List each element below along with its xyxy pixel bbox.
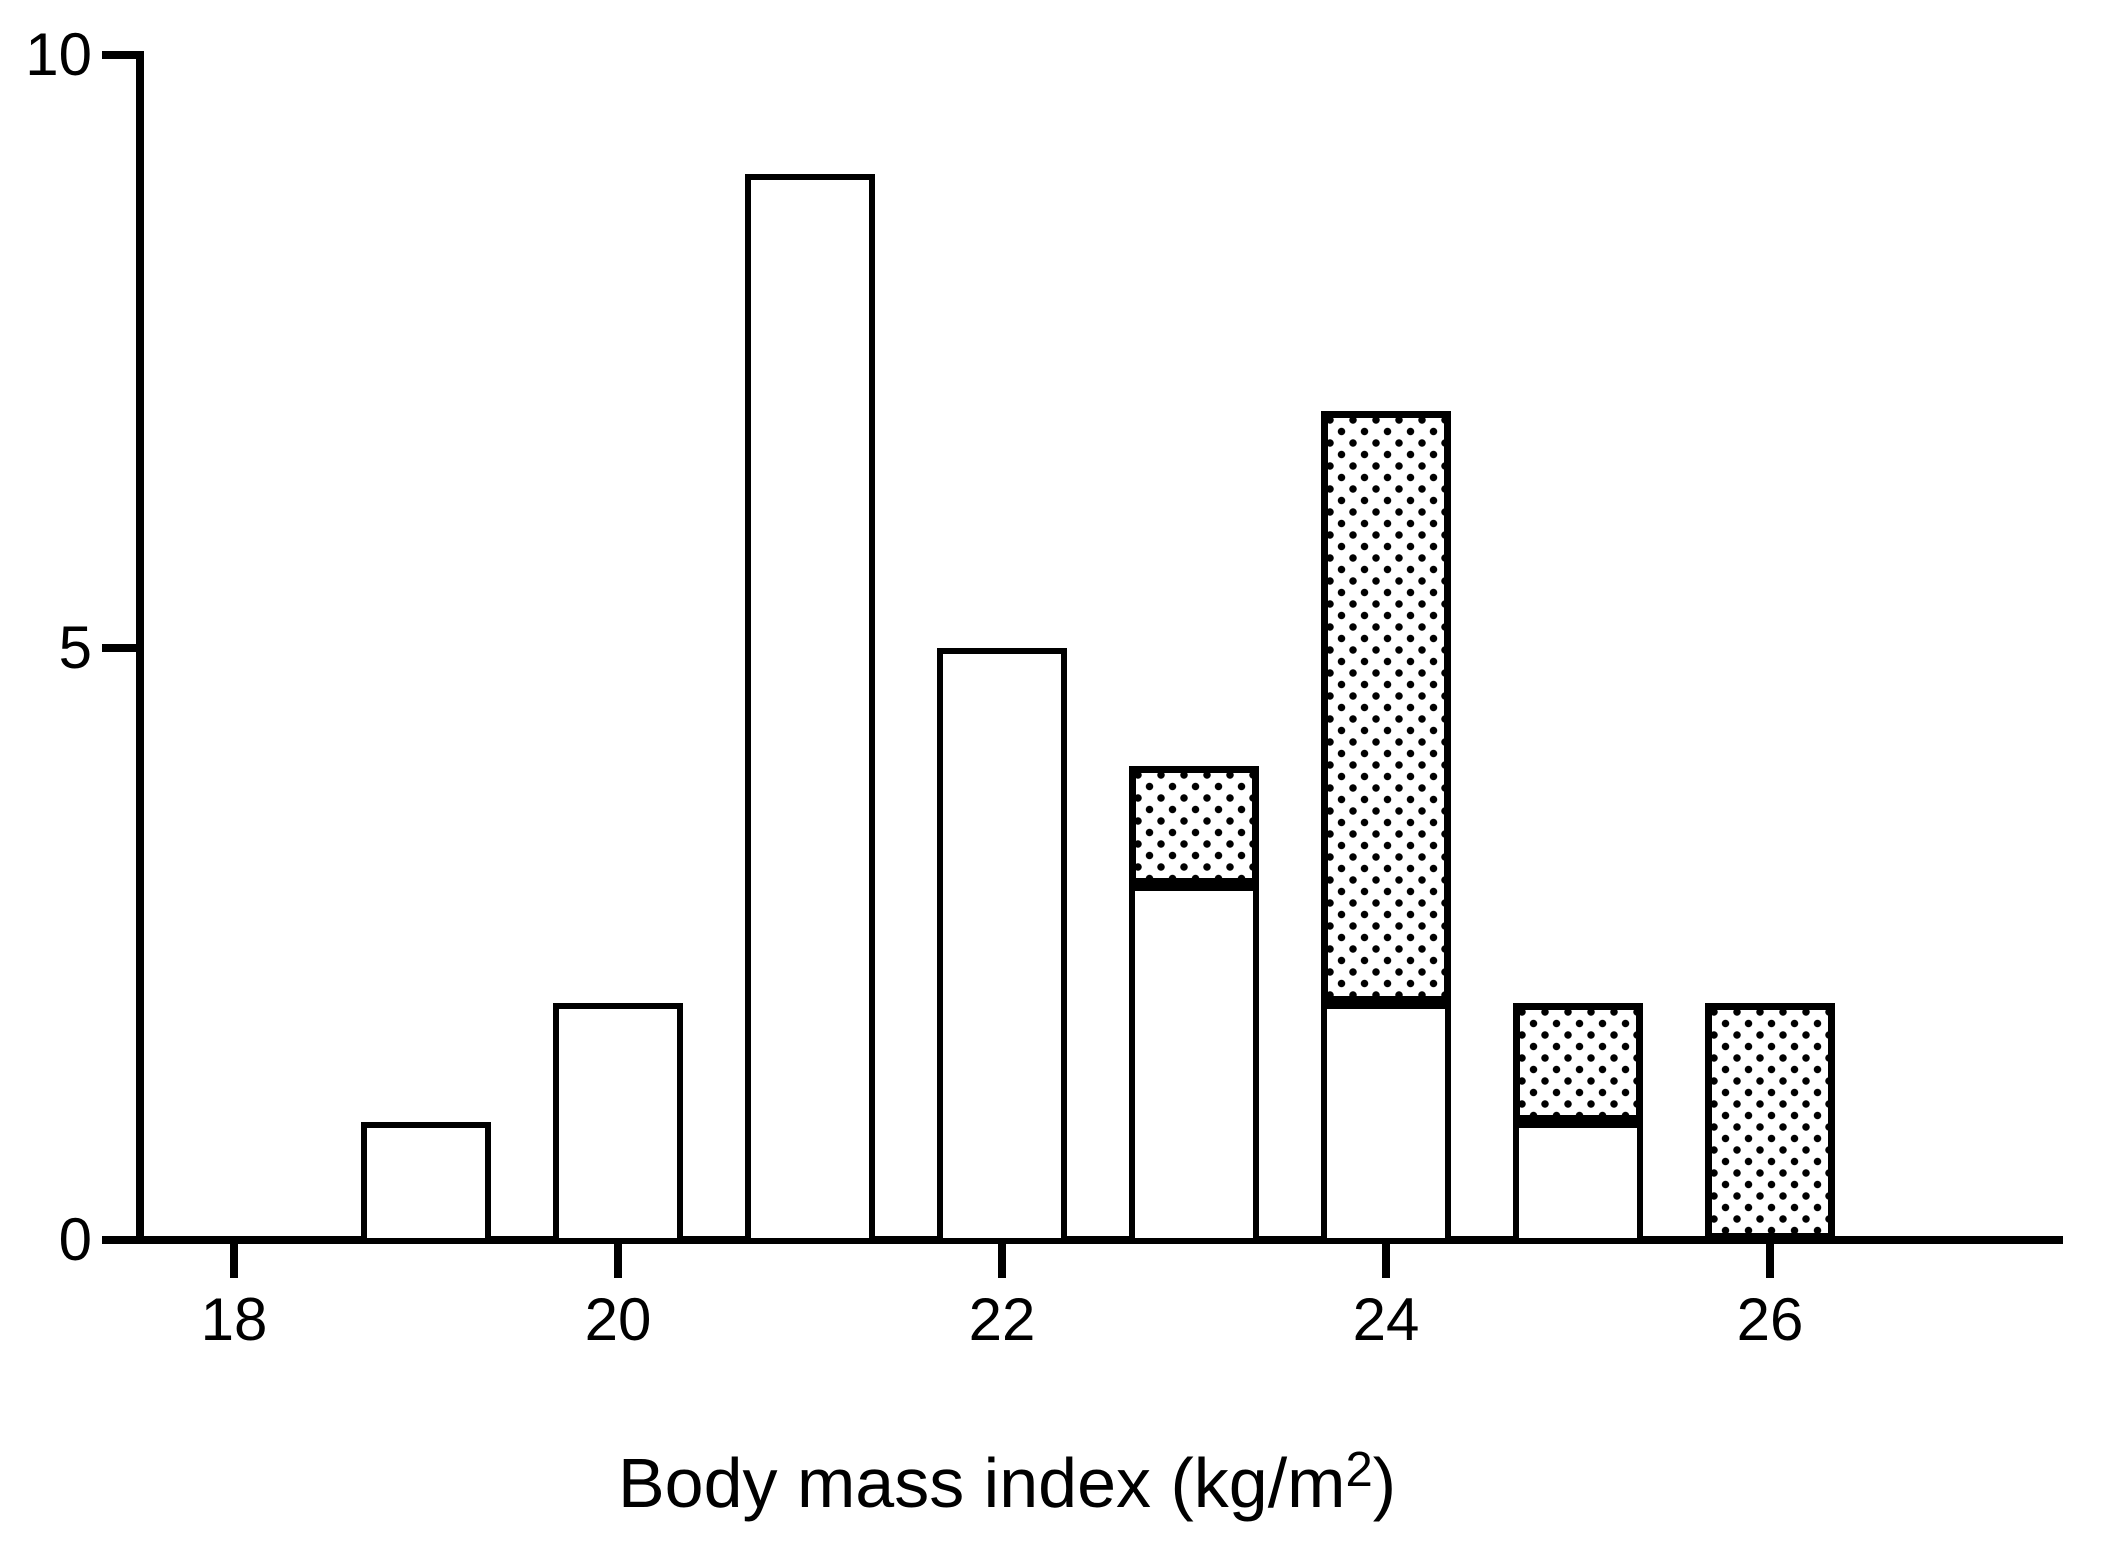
y-tick-label-10: 10 bbox=[25, 21, 92, 88]
x-tick-18 bbox=[230, 1244, 238, 1278]
x-axis-title-text: Body mass index (kg/m bbox=[617, 1444, 1346, 1522]
bar-segment-stippled-bmi-24 bbox=[1321, 410, 1451, 1003]
y-tick-label-5: 5 bbox=[58, 613, 92, 681]
y-tick-label-0: 0 bbox=[58, 1206, 92, 1273]
y-tick-5 bbox=[102, 643, 136, 652]
y-tick-0 bbox=[102, 1236, 136, 1244]
x-tick-22 bbox=[998, 1244, 1006, 1278]
y-tick-10 bbox=[102, 51, 136, 59]
x-tick-26 bbox=[1766, 1244, 1774, 1278]
x-tick-label-18: 18 bbox=[200, 1286, 268, 1353]
x-axis-line bbox=[136, 1236, 2063, 1244]
bar-segment-stippled-bmi-23 bbox=[1129, 766, 1259, 885]
bar-segment-stippled-bmi-26 bbox=[1705, 1003, 1835, 1240]
x-axis-title-superscript: 2 bbox=[1345, 1443, 1373, 1498]
bar-segment-plain-bmi-25 bbox=[1513, 1121, 1643, 1244]
x-axis-title-close-paren: ) bbox=[1372, 1444, 1397, 1522]
x-tick-label-20: 20 bbox=[584, 1286, 652, 1353]
bar-segment-plain-bmi-21 bbox=[745, 173, 875, 1244]
x-tick-label-22: 22 bbox=[968, 1286, 1036, 1353]
bar-segment-plain-bmi-19 bbox=[361, 1121, 491, 1244]
x-tick-20 bbox=[614, 1244, 622, 1278]
x-tick-24 bbox=[1382, 1244, 1390, 1278]
bar-segment-plain-bmi-23 bbox=[1129, 884, 1259, 1244]
x-tick-label-26: 26 bbox=[1736, 1286, 1804, 1353]
bar-segment-stippled-bmi-25 bbox=[1513, 1003, 1643, 1122]
bar-segment-plain-bmi-24 bbox=[1321, 1003, 1451, 1244]
bar-segment-plain-bmi-20 bbox=[553, 1003, 683, 1244]
x-axis-title: Body mass index (kg/m2) bbox=[617, 1443, 1397, 1528]
y-axis-line bbox=[136, 51, 144, 1244]
bar-segment-plain-bmi-22 bbox=[937, 647, 1067, 1244]
x-tick-label-24: 24 bbox=[1352, 1286, 1420, 1353]
